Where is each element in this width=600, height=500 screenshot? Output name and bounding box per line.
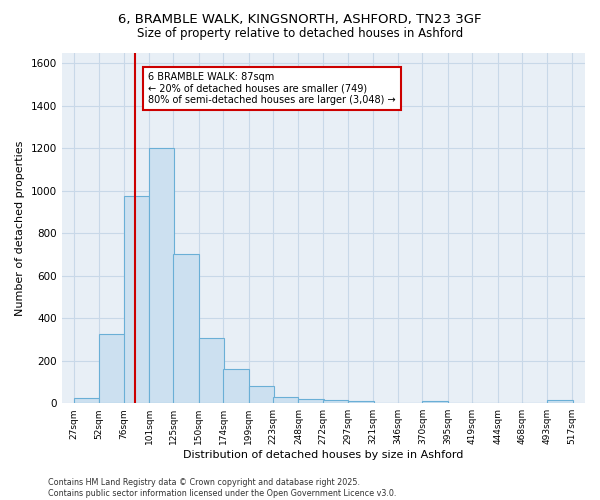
Bar: [199, 338, 224, 403]
Bar: [74, 398, 99, 403]
Bar: [273, 397, 298, 403]
Text: Size of property relative to detached houses in Ashford: Size of property relative to detached ho…: [137, 28, 463, 40]
Bar: [223, 369, 248, 403]
Bar: [298, 399, 324, 403]
Bar: [348, 401, 374, 403]
Text: 6 BRAMBLE WALK: 87sqm
← 20% of detached houses are smaller (749)
80% of semi-det: 6 BRAMBLE WALK: 87sqm ← 20% of detached …: [148, 72, 395, 105]
Bar: [173, 254, 199, 403]
Bar: [248, 386, 274, 403]
X-axis label: Distribution of detached houses by size in Ashford: Distribution of detached houses by size …: [183, 450, 464, 460]
Text: Contains HM Land Registry data © Crown copyright and database right 2025.
Contai: Contains HM Land Registry data © Crown c…: [48, 478, 397, 498]
Bar: [547, 400, 573, 403]
Bar: [99, 334, 125, 403]
Bar: [149, 148, 175, 403]
Bar: [323, 400, 348, 403]
Text: 6, BRAMBLE WALK, KINGSNORTH, ASHFORD, TN23 3GF: 6, BRAMBLE WALK, KINGSNORTH, ASHFORD, TN…: [118, 12, 482, 26]
Bar: [422, 401, 448, 403]
Bar: [124, 196, 149, 403]
Y-axis label: Number of detached properties: Number of detached properties: [15, 140, 25, 316]
